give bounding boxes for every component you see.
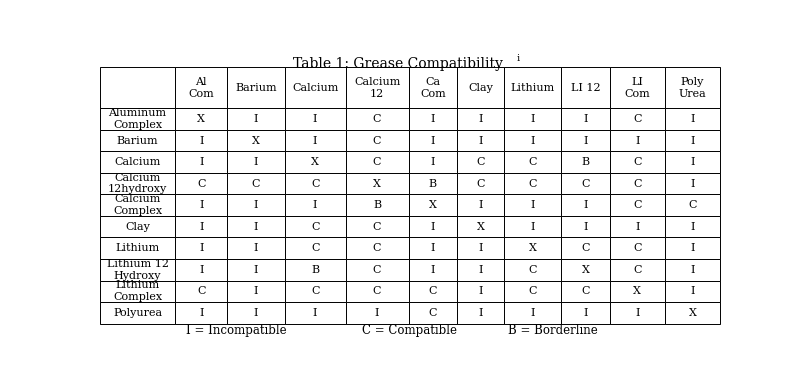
Text: Table 1: Grease Compatibility: Table 1: Grease Compatibility [293, 57, 502, 71]
Text: B = Borderline: B = Borderline [508, 324, 598, 337]
Text: I = Incompatible: I = Incompatible [186, 324, 286, 337]
Text: i: i [517, 54, 520, 63]
Text: C = Compatible: C = Compatible [362, 324, 458, 337]
